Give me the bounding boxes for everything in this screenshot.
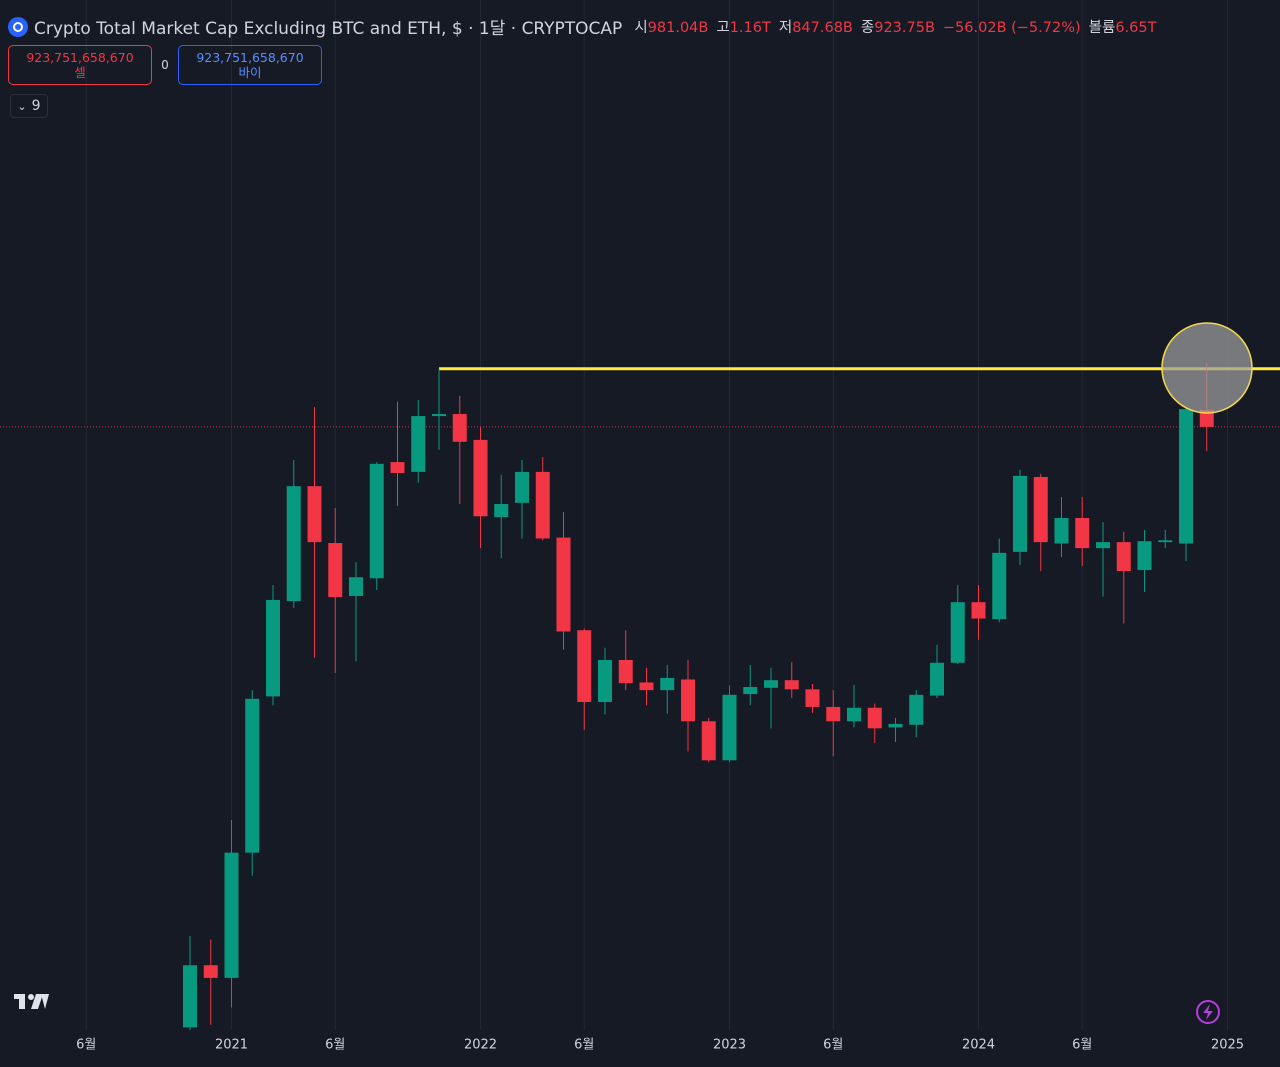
indicators-count: 9 xyxy=(31,98,41,114)
stat: 저847.68B xyxy=(779,16,853,37)
candle-body xyxy=(577,630,592,703)
highlight-circle xyxy=(1161,322,1253,414)
candle-body xyxy=(888,723,903,728)
candle-body xyxy=(681,679,695,722)
x-tick-label: 6월 xyxy=(76,1038,96,1053)
chart-title: Crypto Total Market Cap Excluding BTC an… xyxy=(34,19,623,39)
candle-body xyxy=(494,504,509,518)
candle-body xyxy=(805,689,820,707)
candle-body xyxy=(847,707,861,722)
candle-body xyxy=(598,659,612,703)
x-tick-label: 6월 xyxy=(823,1038,843,1053)
candle-body xyxy=(867,707,882,729)
x-tick-label: 6월 xyxy=(574,1038,594,1053)
candle-body xyxy=(1013,475,1027,552)
candle-body xyxy=(369,463,384,579)
candle-body xyxy=(432,414,446,417)
candle-body xyxy=(1199,409,1214,427)
x-tick-label: 2024 xyxy=(962,1038,995,1053)
candle-body xyxy=(535,471,550,539)
candle-body xyxy=(950,602,965,663)
candle-body xyxy=(1054,517,1069,544)
candle-body xyxy=(1179,409,1193,544)
candle-body xyxy=(245,698,260,853)
candle-body xyxy=(411,416,426,472)
candle-body xyxy=(473,439,488,517)
candle-body xyxy=(1096,542,1110,549)
candle-body xyxy=(390,462,405,473)
candle-body xyxy=(930,662,944,696)
buy-button[interactable]: 923,751,658,670 바이 xyxy=(178,45,322,85)
stat-value: 923.75B xyxy=(874,20,935,36)
stat-value: 847.68B xyxy=(792,20,853,36)
stat-label: 시 xyxy=(634,20,648,36)
x-tick-label: 2022 xyxy=(464,1038,497,1053)
candle-body xyxy=(1158,540,1173,543)
x-tick-label: 2023 xyxy=(713,1038,746,1053)
candle-body xyxy=(266,599,280,697)
order-panel: 923,751,658,670 셀 0 923,751,658,670 바이 xyxy=(8,45,322,85)
candle-body xyxy=(639,682,654,691)
symbol-logo xyxy=(8,16,28,37)
candle-body xyxy=(784,680,799,690)
candle-body xyxy=(328,543,343,598)
candle-body xyxy=(1075,517,1090,549)
candle-body xyxy=(515,471,529,503)
stat-label: 종 xyxy=(860,20,875,36)
candle-body xyxy=(971,602,986,619)
candle-body xyxy=(743,687,758,695)
stat-value: −56.02B (−5.72%) xyxy=(942,20,1081,36)
candle-body xyxy=(992,552,1007,620)
stat: −56.02B (−5.72%) xyxy=(943,20,1081,36)
x-tick-label: 6월 xyxy=(325,1038,345,1053)
candle-body xyxy=(1116,542,1131,572)
candle-body xyxy=(909,694,924,725)
stat: 고1.16T xyxy=(716,16,771,37)
x-tick-label: 2025 xyxy=(1211,1038,1244,1053)
stat: 종923.75B xyxy=(861,16,935,37)
buy-price: 923,751,658,670 xyxy=(196,50,304,65)
chevron: ⌄ xyxy=(17,99,27,113)
candle-body xyxy=(618,659,633,684)
stat-label: 고 xyxy=(716,20,730,36)
candle-body xyxy=(452,414,467,442)
ohlc-stats: 시981.04B 고1.16T 저847.68B 종923.75B −56.02B (−… xyxy=(634,16,1164,37)
chart-header: Crypto Total Market Cap Excluding BTC an… xyxy=(8,14,1165,39)
candle-body xyxy=(556,537,571,632)
candle-body xyxy=(826,706,841,722)
candle-body xyxy=(183,965,197,1028)
alert-icon[interactable] xyxy=(1196,1000,1220,1024)
sell-button[interactable]: 923,751,658,670 셀 xyxy=(8,45,152,85)
sell-label: 셀 xyxy=(74,65,86,80)
candle-body xyxy=(286,486,301,602)
tradingview-logo xyxy=(14,994,49,1009)
sell-price: 923,751,658,670 xyxy=(26,50,134,65)
candle-body xyxy=(701,721,716,761)
candle-body xyxy=(224,852,239,978)
candle-body xyxy=(349,577,363,597)
stat-value: 981.04B xyxy=(647,20,709,36)
buy-label: 바이 xyxy=(238,65,262,80)
stat: 시981.04B xyxy=(634,16,708,37)
x-tick-label: 2021 xyxy=(215,1038,248,1053)
candle-body xyxy=(722,694,737,761)
stat-label: 볼륨 xyxy=(1088,20,1116,36)
indicators-toggle[interactable]: ⌄ 9 xyxy=(10,94,48,118)
spread: 0 xyxy=(161,58,169,72)
candle-body xyxy=(307,486,322,543)
candle-body xyxy=(660,677,675,691)
candle-body xyxy=(203,965,218,978)
stat-value: 6.65T xyxy=(1115,20,1157,36)
candle-layer xyxy=(183,362,1280,1030)
grid-layer xyxy=(0,0,1280,1030)
stat-label: 저 xyxy=(778,20,793,36)
x-tick-label: 6월 xyxy=(1072,1038,1092,1053)
candle-body xyxy=(1137,541,1152,571)
stat: 볼륨6.65T xyxy=(1089,16,1157,37)
stat-value: 1.16T xyxy=(729,20,771,36)
candle-body xyxy=(1033,476,1048,543)
candle-body xyxy=(764,680,778,688)
